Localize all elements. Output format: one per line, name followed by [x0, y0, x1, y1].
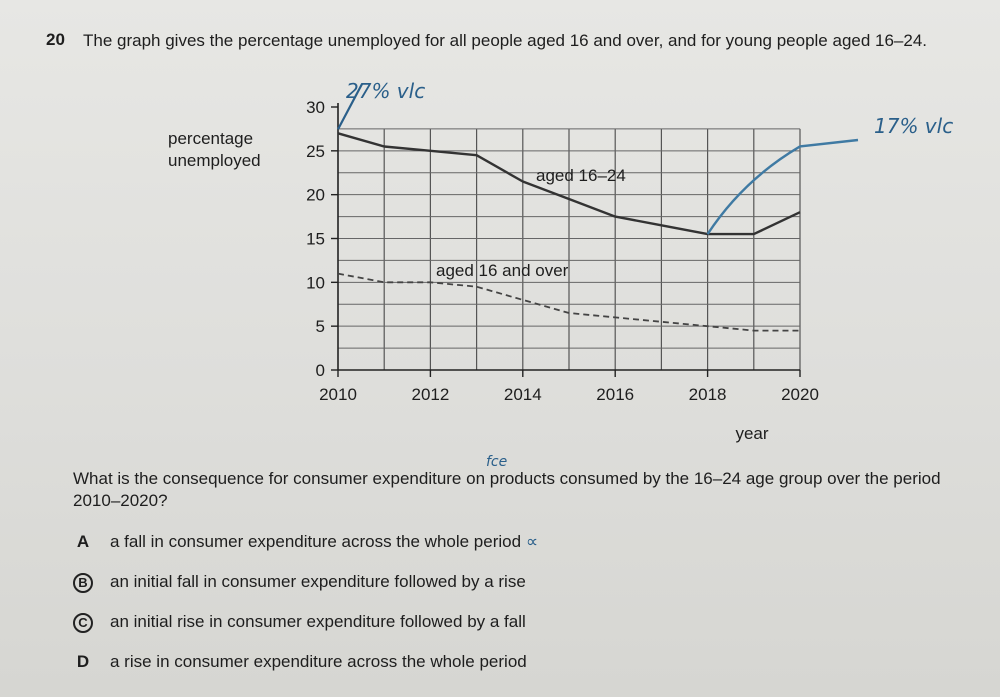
handwritten-mark: ∝: [525, 532, 538, 552]
option-c-letter: C: [73, 613, 93, 633]
chart-axes: [331, 103, 801, 377]
question-number: 20: [46, 30, 65, 49]
option-c-text: an initial rise in consumer expenditure …: [110, 612, 526, 631]
pen-stroke-projection: [706, 138, 859, 235]
chart-series: [337, 132, 801, 332]
option-b-text: an initial fall in consumer expenditure …: [110, 572, 526, 591]
series-label-16-24: aged 16–24: [536, 166, 626, 185]
option-d-letter: D: [76, 652, 90, 671]
y-tick-label: 0: [316, 361, 325, 380]
question-prompt: What is the consequence for consumer exp…: [73, 469, 941, 510]
handwritten-annotations: [337, 83, 859, 235]
x-tick-labels: 2010 2012 2014 2016 2018 2020: [319, 385, 819, 404]
pen-stroke-top: [337, 83, 363, 130]
x-tick-label: 2014: [504, 385, 542, 404]
series-label-16-and-over: aged 16 and over: [436, 261, 569, 280]
x-tick-label: 2016: [596, 385, 634, 404]
y-tick-labels: 0 5 10 15 20 25 30: [306, 98, 325, 380]
handwritten-note-prompt: fce: [486, 454, 507, 470]
x-tick-label: 2012: [411, 385, 449, 404]
series-line-16-24: [337, 132, 801, 236]
x-tick-label: 2010: [319, 385, 357, 404]
y-axis-label: percentage unemployed: [168, 129, 261, 170]
question-text: The graph gives the percentage unemploye…: [83, 31, 928, 50]
y-tick-label: 15: [306, 230, 325, 249]
y-tick-label: 5: [316, 317, 325, 336]
x-tick-label: 2020: [781, 385, 819, 404]
option-d-text: a rise in consumer expenditure across th…: [110, 652, 527, 671]
y-tick-label: 25: [306, 142, 325, 161]
handwritten-note-right: 17% vlc: [874, 114, 953, 138]
option-b-letter: B: [73, 573, 93, 593]
option-a-letter: A: [76, 532, 90, 551]
x-axis-label: year: [735, 424, 768, 443]
option-a-text: a fall in consumer expenditure across th…: [110, 532, 538, 552]
handwritten-note-top: 27% vlc: [346, 79, 425, 103]
y-tick-label: 30: [306, 98, 325, 117]
series-line-16-and-over: [337, 272, 800, 332]
y-tick-label: 10: [306, 273, 325, 292]
x-tick-label: 2018: [689, 385, 727, 404]
chart-grid: [338, 128, 801, 370]
y-tick-label: 20: [306, 186, 325, 205]
